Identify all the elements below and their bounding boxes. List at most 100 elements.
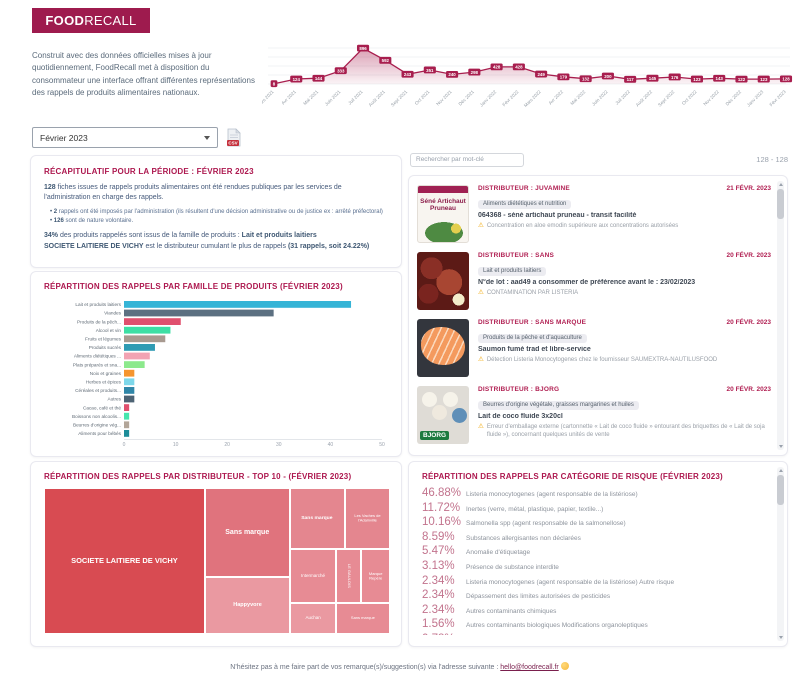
data-point[interactable] bbox=[690, 75, 704, 83]
treemap-cell[interactable]: Les Vaches de l'Adainville bbox=[345, 488, 390, 550]
treemap-cell[interactable]: Auchan bbox=[289, 603, 337, 634]
bar[interactable] bbox=[124, 404, 130, 411]
bar[interactable] bbox=[124, 412, 130, 420]
bar[interactable] bbox=[124, 352, 150, 360]
data-point[interactable] bbox=[668, 73, 681, 81]
data-point-label: 143 bbox=[716, 76, 724, 81]
risk-percentage: 2.34% bbox=[422, 603, 455, 616]
data-point[interactable] bbox=[423, 66, 436, 74]
summary-paragraph-1: 128 fiches issues de rappels produits al… bbox=[44, 184, 342, 202]
data-point-label: 145 bbox=[649, 76, 657, 81]
data-point[interactable] bbox=[557, 73, 570, 81]
logo-text-regular: RECALL bbox=[84, 13, 137, 28]
bar-category-label: Lait et produits laitiers bbox=[75, 302, 121, 307]
bar[interactable] bbox=[124, 309, 274, 317]
recall-title[interactable]: 064368 - séné artichaut pruneau - transi… bbox=[478, 211, 637, 219]
recall-date: 20 FÉVR. 2023 bbox=[726, 319, 771, 326]
risk-label: Anomalie d'étiquetage bbox=[466, 549, 531, 557]
data-point[interactable] bbox=[356, 44, 370, 52]
bar-category-label: Produits sucrés bbox=[89, 345, 122, 350]
treemap-cell[interactable]: LE GAULOIS bbox=[336, 549, 361, 604]
bar[interactable] bbox=[124, 361, 145, 368]
recall-card[interactable]: Séné Artichaut Pruneau DISTRIBUTEUR : JUV… bbox=[417, 183, 773, 247]
data-point[interactable] bbox=[735, 75, 748, 83]
data-point[interactable] bbox=[646, 74, 659, 82]
data-point[interactable] bbox=[312, 74, 325, 82]
treemap-cell[interactable]: Sans marque bbox=[204, 488, 290, 578]
bar-category-label: Plats préparés et sna... bbox=[73, 362, 121, 367]
smiley-icon bbox=[560, 662, 569, 670]
bar[interactable] bbox=[124, 369, 135, 377]
csv-export-button[interactable]: CSV bbox=[226, 128, 242, 147]
x-tick-label: Juil 2022 bbox=[614, 89, 631, 106]
data-point[interactable] bbox=[579, 75, 592, 83]
treemap-cell[interactable]: Sans marque bbox=[289, 488, 346, 550]
data-point[interactable] bbox=[713, 74, 726, 82]
bar[interactable] bbox=[124, 318, 181, 325]
data-point[interactable] bbox=[446, 71, 459, 78]
recall-title[interactable]: Saumon fumé trad et libre-service bbox=[478, 345, 591, 353]
data-point[interactable] bbox=[535, 70, 548, 78]
data-point[interactable] bbox=[490, 63, 503, 71]
x-tick-label: Mars 2022 bbox=[523, 89, 542, 108]
recall-title[interactable]: Lait de coco fluide 3x20cl bbox=[478, 412, 563, 420]
data-point-label: 122 bbox=[738, 77, 746, 82]
risk-label: Listeria monocytogenes (agent responsabl… bbox=[466, 491, 638, 498]
data-point[interactable] bbox=[290, 75, 303, 83]
data-point[interactable] bbox=[270, 80, 278, 88]
bar-category-label: Viandes bbox=[104, 311, 122, 316]
data-point[interactable] bbox=[379, 56, 392, 64]
treemap-cell-label: Happyvore bbox=[232, 602, 262, 609]
treemap-cell[interactable]: Intermarché bbox=[289, 549, 337, 604]
recall-card[interactable]: BJORG DISTRIBUTEUR : BJORG 20 FÉVR. 2023 Be… bbox=[417, 384, 773, 448]
bar[interactable] bbox=[124, 335, 166, 343]
treemap-cell[interactable]: SOCIETE LAITIERE DE VICHY bbox=[44, 488, 205, 634]
bar[interactable] bbox=[124, 378, 135, 386]
data-point-label: 179 bbox=[560, 75, 568, 80]
bar[interactable] bbox=[124, 430, 130, 437]
bar[interactable] bbox=[124, 301, 352, 308]
scroll-down-icon[interactable] bbox=[778, 636, 783, 639]
data-point[interactable] bbox=[401, 70, 414, 78]
bar[interactable] bbox=[124, 387, 135, 394]
data-point[interactable] bbox=[779, 75, 793, 83]
recall-date: 21 FÉVR. 2023 bbox=[726, 185, 771, 192]
scrollbar-thumb[interactable] bbox=[777, 475, 784, 505]
risk-row: 10.16% Salmonella spp (agent responsable … bbox=[422, 516, 771, 528]
recall-card[interactable]: DISTRIBUTEUR : SANS MARQUE 20 FÉVR. 2023 P… bbox=[417, 317, 773, 381]
treemap-cell[interactable]: Marque Repère bbox=[360, 549, 390, 604]
data-point-label: 8 bbox=[273, 81, 276, 86]
recall-title[interactable]: N°de lot : aad49 a consommer de préféren… bbox=[478, 278, 696, 286]
x-tick-label: Févr 2022 bbox=[501, 89, 519, 107]
risk-list-scrollbar[interactable] bbox=[777, 467, 784, 641]
search-input[interactable] bbox=[410, 152, 524, 167]
bar[interactable] bbox=[124, 326, 171, 334]
scrollbar-thumb[interactable] bbox=[777, 189, 784, 219]
data-point[interactable] bbox=[468, 68, 481, 76]
scroll-up-icon[interactable] bbox=[778, 183, 783, 186]
warning-icon: ⚠ bbox=[478, 288, 484, 296]
data-point[interactable] bbox=[624, 75, 637, 83]
scroll-up-icon[interactable] bbox=[778, 469, 783, 472]
bar[interactable] bbox=[124, 344, 155, 351]
contact-email-link[interactable]: hello@foodrecall.fr bbox=[500, 664, 559, 671]
treemap-cell[interactable]: Sans marque bbox=[336, 603, 390, 634]
risk-percentage: 1.56% bbox=[422, 618, 455, 631]
treemap-cell-label: Marque Repère bbox=[368, 571, 383, 581]
period-select[interactable]: Février 2023 bbox=[32, 127, 218, 148]
data-point-label: 428 bbox=[515, 65, 523, 70]
data-point[interactable] bbox=[334, 67, 347, 75]
risk-description: Concentration en aloe emodin supérieure … bbox=[486, 222, 679, 229]
data-point[interactable] bbox=[601, 72, 614, 80]
data-point[interactable] bbox=[757, 75, 770, 83]
data-point-label: 123 bbox=[760, 77, 768, 82]
data-point[interactable] bbox=[512, 63, 525, 71]
recall-card[interactable]: DISTRIBUTEUR : SANS 20 FÉVR. 2023 Lait et … bbox=[417, 250, 773, 314]
scroll-down-icon[interactable] bbox=[778, 445, 783, 448]
bar[interactable] bbox=[124, 395, 135, 403]
recall-list-scrollbar[interactable] bbox=[777, 181, 784, 450]
x-axis-tick: 50 bbox=[379, 442, 385, 447]
bar[interactable] bbox=[124, 421, 130, 429]
treemap-cell[interactable]: Happyvore bbox=[204, 577, 290, 634]
warning-icon: ⚠ bbox=[478, 355, 484, 363]
